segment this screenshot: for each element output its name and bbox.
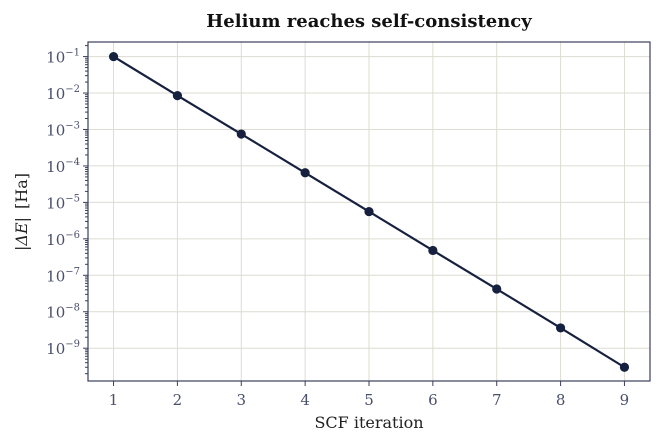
y-tick-label: 10−2 [46, 84, 80, 103]
y-tick-base: 10 [46, 49, 65, 67]
y-tick-base: 10 [46, 85, 65, 103]
data-point [492, 284, 502, 294]
data-point [300, 168, 310, 178]
y-tick-exponent: −3 [65, 120, 80, 131]
x-tick-label: 8 [556, 391, 566, 409]
y-tick-base: 10 [46, 158, 65, 176]
y-tick-exponent: −1 [65, 48, 80, 59]
y-tick-label: 10−9 [46, 339, 80, 358]
y-tick-label: 10−1 [46, 48, 80, 67]
grid [88, 42, 650, 381]
axis-ticks [83, 45, 625, 386]
x-tick-label: 5 [364, 391, 374, 409]
y-tick-base: 10 [46, 231, 65, 249]
chart-title: Helium reaches self-consistency [206, 11, 532, 32]
y-tick-label: 10−7 [46, 266, 80, 285]
x-tick-label: 7 [492, 391, 502, 409]
x-tick-label: 2 [173, 391, 183, 409]
y-tick-base: 10 [46, 194, 65, 212]
data-points [108, 51, 630, 372]
y-axis-label: |ΔE| [Ha] [12, 173, 31, 251]
y-tick-label: 10−3 [46, 120, 80, 139]
data-point [555, 323, 566, 333]
y-tick-exponent: −8 [65, 303, 80, 314]
x-tick-label: 6 [428, 391, 438, 409]
y-tick-labels: 10−110−210−310−410−510−610−710−810−9 [46, 48, 80, 359]
y-tick-exponent: −2 [65, 84, 80, 95]
y-axis-label-unit: [Ha] [12, 173, 31, 209]
y-tick-exponent: −5 [65, 193, 80, 204]
y-tick-base: 10 [46, 304, 65, 322]
y-tick-exponent: −6 [65, 230, 80, 241]
data-point [428, 245, 438, 256]
y-tick-label: 10−5 [46, 193, 80, 212]
x-tick-label: 3 [236, 391, 246, 409]
y-tick-exponent: −4 [65, 157, 80, 168]
data-point [236, 129, 246, 139]
data-point [108, 51, 119, 62]
y-tick-base: 10 [46, 267, 65, 285]
data-point [619, 362, 630, 372]
y-tick-label: 10−8 [46, 303, 80, 322]
y-tick-base: 10 [46, 121, 65, 139]
data-point [364, 206, 374, 217]
y-tick-base: 10 [46, 340, 65, 358]
x-tick-label: 4 [300, 391, 310, 409]
x-axis-label: SCF iteration [314, 413, 423, 432]
y-tick-exponent: −9 [65, 339, 80, 350]
y-axis-label-quantity: |ΔE| [12, 217, 31, 251]
y-tick-exponent: −7 [65, 266, 80, 277]
x-tick-label: 9 [620, 391, 630, 409]
x-tick-label: 1 [109, 391, 119, 409]
x-tick-labels: 1 2 3 4 5 6 7 8 9 [109, 391, 629, 409]
y-tick-label: 10−4 [46, 157, 80, 176]
y-tick-label: 10−6 [46, 230, 80, 249]
data-point [172, 91, 183, 101]
